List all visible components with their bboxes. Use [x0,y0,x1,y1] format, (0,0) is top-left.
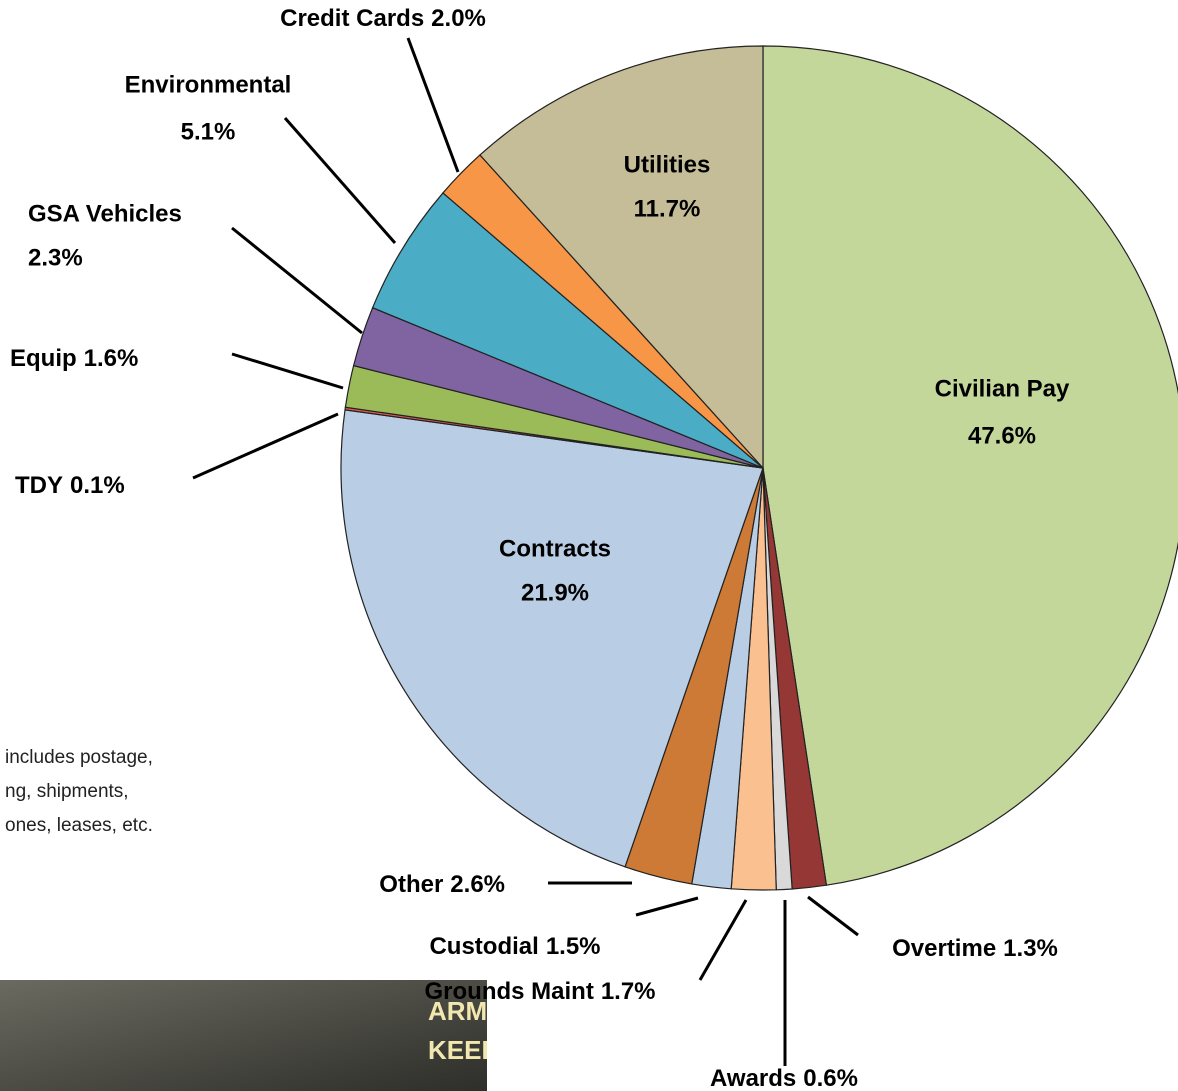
slice-label: TDY 0.1% [15,472,125,499]
leader-lines [192,37,859,1066]
banner-line: KEEPING THE PROMISE [428,1035,731,1065]
pie-slice [762,45,1178,886]
slice-label: Other 2.6% [379,871,505,898]
slice-value-label: 1.5% [546,933,601,960]
leader-line [231,352,344,390]
slice-value-label: 1.6% [84,345,139,372]
slice-name: Other [379,871,443,898]
slice-name: Awards [710,1065,796,1091]
pie-slice [340,409,764,868]
slice-label: Civilian Pay [935,375,1070,402]
leader-line [635,896,699,917]
slice-value-label: 2.3% [28,244,83,271]
banner-line: ARMY FAMILY COVENANT: [428,996,763,1026]
slice-name: Custodial [429,933,538,960]
slice-label: Credit Cards 2.0% [280,5,486,32]
slice-label: Environmental [125,71,292,98]
note-line: ones, leases, etc. [5,815,153,836]
slice-label: GSA Vehicles [28,200,182,227]
slice-name: Grounds Maint [424,978,593,1005]
slice-value-label: 2.6% [450,871,505,898]
slice-label: Utilities [624,151,711,178]
slice-value-label: 0.1% [70,472,125,499]
slice-name: Equip [10,345,77,372]
slice-name: Overtime [892,935,996,962]
note: includes postage, ng, shipments, ones, l… [5,747,153,836]
slice-label: Custodial 1.5% [429,933,600,960]
slice-label: Contracts [499,535,611,562]
slice-value-label: 47.6% [968,422,1036,449]
banner-image [0,980,487,1091]
leader-line [698,899,748,981]
pie-slice [479,45,764,470]
leader-line [406,37,460,173]
slice-value-label: 5.1% [181,118,236,145]
slice-value-label: 1.3% [1003,935,1058,962]
leader-line [283,117,397,244]
leader-line [192,412,339,480]
leader-line [231,226,363,335]
note-line: ng, shipments, [5,781,129,802]
pie [340,45,1178,891]
slice-label: Grounds Maint 1.7% [424,978,655,1005]
labels: Civilian Pay 47.6% Overtime 1.3% Awards 0.6% G… [10,5,1070,1091]
slice-label: Overtime 1.3% [892,935,1058,962]
slice-label: Awards 0.6% [710,1065,858,1091]
slice-value-label: 11.7% [634,195,701,222]
slice-value-label: 0.6% [803,1065,858,1091]
leader-line [807,895,859,937]
slice-name: Credit Cards [280,5,424,32]
banner: ARMY FAMILY COVENANT: KEEPING THE PROMIS… [0,980,763,1091]
slice-name: TDY [15,472,63,499]
slice-label: Equip 1.6% [10,345,138,372]
slice-value-label: 1.7% [601,978,656,1005]
slice-value-label: 2.0% [431,5,486,32]
slice-value-label: 21.9% [521,579,589,606]
note-line: includes postage, [5,747,153,768]
